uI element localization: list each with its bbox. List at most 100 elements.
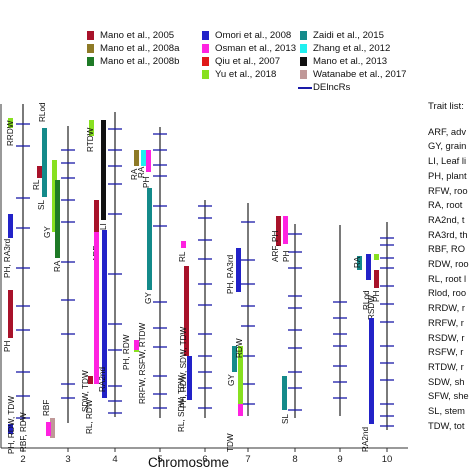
qtl-bar xyxy=(147,188,152,290)
trait-list-item: RRDW, r xyxy=(428,302,465,314)
qtl-bar xyxy=(37,166,42,178)
legend-swatch xyxy=(87,31,94,40)
qtl-bar xyxy=(134,350,139,352)
qtl-bar xyxy=(42,172,47,197)
x-tick-label: 3 xyxy=(65,454,70,465)
x-tick-label: 5 xyxy=(157,454,162,465)
qtl-trait-label: RLod xyxy=(38,102,47,122)
qtl-trait-label: PH xyxy=(372,291,381,302)
qtl-trait-label: PH, RDW, TDW xyxy=(7,396,16,454)
qtl-trait-label: RBF xyxy=(42,400,51,416)
qtl-trait-label: SL xyxy=(281,414,290,424)
qtl-bar xyxy=(8,118,13,128)
legend-swatch xyxy=(202,44,209,53)
x-tick-label: 4 xyxy=(112,454,117,465)
trait-list-title: Trait list: xyxy=(428,101,464,112)
qtl-trait-label: RRDW xyxy=(6,120,15,146)
qtl-bar xyxy=(141,150,146,166)
legend-swatch xyxy=(87,44,94,53)
qtl-bar xyxy=(8,424,13,434)
qtl-bar xyxy=(232,346,237,372)
x-tick-label: 2 xyxy=(20,454,25,465)
qtl-trait-label: PH, RA3rd xyxy=(3,238,12,278)
x-tick-label: 10 xyxy=(382,454,393,465)
qtl-trait-label: RBF, RDW xyxy=(19,412,28,452)
qtl-bar xyxy=(94,200,99,232)
qtl-bar xyxy=(374,254,379,260)
qtl-bar xyxy=(282,376,287,410)
qtl-bar xyxy=(102,230,107,398)
trait-list-item: SFW, she xyxy=(428,390,469,402)
legend-label: Qiu et al., 2007 xyxy=(215,56,281,67)
qtl-bar xyxy=(369,318,374,424)
qtl-trait-label: RDW xyxy=(235,338,244,358)
trait-list-item: RA3rd, th xyxy=(428,228,468,240)
trait-list-item: RTDW, r xyxy=(428,360,464,372)
legend-swatch xyxy=(87,57,94,66)
trait-list-item: RL, root l xyxy=(428,272,467,284)
qtl-trait-label: RA xyxy=(130,168,139,180)
qtl-trait-label: RA xyxy=(53,260,62,272)
qtl-bar xyxy=(238,404,243,416)
qtl-bar xyxy=(8,214,13,238)
qtl-trait-label: RL, RDW xyxy=(85,399,94,434)
qtl-bar xyxy=(94,232,99,384)
trait-list-item: RSFW, r xyxy=(428,346,464,358)
qtl-trait-label: PH xyxy=(3,341,12,352)
qtl-trait-label: RL, SDW, TDW xyxy=(177,375,186,432)
qtl-bar xyxy=(236,248,241,292)
legend-label: Mano et al., 2013 xyxy=(313,56,388,67)
legend-swatch xyxy=(300,70,307,79)
trait-list-items: ARF, adv GY, grain LI, Leaf li PH, plant RFW… xyxy=(428,125,474,434)
qtl-bar xyxy=(42,128,47,172)
legend-swatch xyxy=(202,57,209,66)
qtl-bar xyxy=(357,256,362,270)
legend-swatch xyxy=(300,57,307,66)
qtl-bar xyxy=(238,346,243,416)
legend-label: Mano et al., 2008b xyxy=(100,56,180,67)
qtl-bar xyxy=(134,150,139,166)
qtl-trait-label: GY xyxy=(144,292,153,304)
qtl-bar xyxy=(101,120,106,220)
x-tick-label: 6 xyxy=(202,454,207,465)
x-axis-label: Chromosome xyxy=(148,455,230,470)
legend-swatch xyxy=(300,44,307,53)
trait-list-item: ARF, adv xyxy=(428,125,467,137)
trait-list-item: TDW, tot xyxy=(428,419,465,431)
legend-label: Watanabe et al., 2017 xyxy=(313,69,407,80)
qtl-bar xyxy=(146,150,151,172)
qtl-bar xyxy=(8,290,13,338)
trait-list-item: LI, Leaf li xyxy=(428,155,467,167)
trait-list: Trait list: ARF, adv GY, grain LI, Leaf li… xyxy=(428,100,474,433)
qtl-trait-label: PH, RDW xyxy=(122,334,131,370)
qtl-bar xyxy=(366,254,371,280)
x-tick-label: 8 xyxy=(292,454,297,465)
trait-list-item: SDW, sh xyxy=(428,375,465,387)
qtl-bar xyxy=(88,376,93,384)
qtl-trait-label: PH, RA3rd xyxy=(226,254,235,294)
qtl-trait-label: PH, RDW, SDW, TDW xyxy=(179,326,188,408)
qtl-bar xyxy=(55,180,60,258)
qtl-bar xyxy=(283,216,288,244)
x-tick-label: 7 xyxy=(245,454,250,465)
legend-label: Omori et al., 2008 xyxy=(215,30,292,41)
x-tick-label: 9 xyxy=(337,454,342,465)
qtl-trait-label: GY xyxy=(43,226,52,238)
qtl-trait-label: LI xyxy=(99,223,108,230)
legend-label: Zaidi et al., 2015 xyxy=(313,30,384,41)
legend-swatch xyxy=(300,31,307,40)
qtl-trait-label: RLod xyxy=(362,290,371,310)
trait-list-item: GY, grain xyxy=(428,140,467,152)
qtl-trait-label: TDW xyxy=(226,433,235,452)
qtl-trait-label: RA xyxy=(137,166,146,178)
trait-list-item: RRFW, r xyxy=(428,316,464,328)
legend-label: Zhang et al., 2012 xyxy=(313,43,391,54)
qtl-bar xyxy=(134,340,139,350)
trait-list-item: SL, stem xyxy=(428,405,465,417)
legend-swatch xyxy=(202,70,209,79)
qtl-trait-label: PH xyxy=(142,177,151,188)
trait-list-item: RSDW, r xyxy=(428,331,465,343)
qtl-trait-label: ARF, PH xyxy=(271,231,280,262)
trait-list-item: RA2nd, t xyxy=(428,213,465,225)
